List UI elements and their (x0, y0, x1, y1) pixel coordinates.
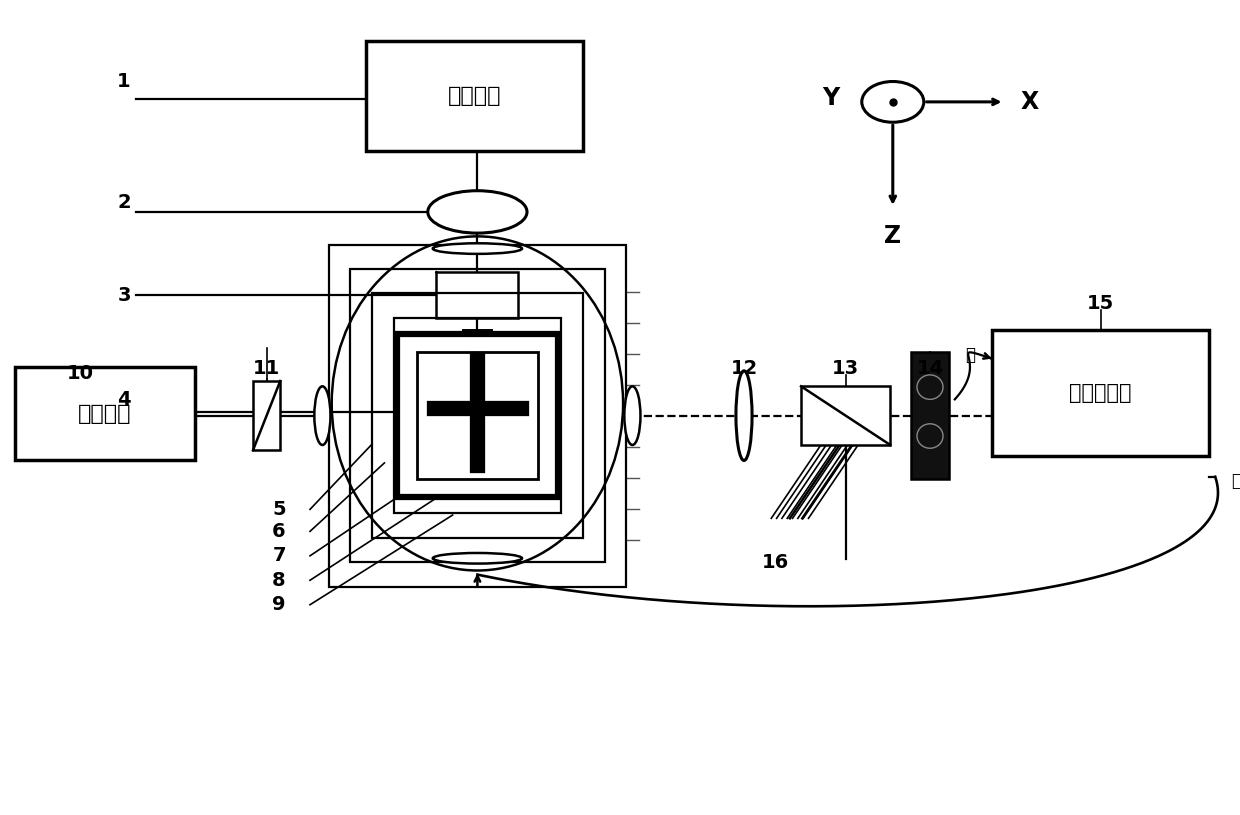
Text: 4: 4 (118, 390, 130, 409)
Text: 7: 7 (273, 546, 285, 566)
Bar (351, 269, 605, 562)
Bar (911, 352, 949, 478)
Text: 16: 16 (761, 553, 789, 572)
Text: 锁相放大器: 锁相放大器 (1069, 383, 1132, 403)
Bar (366, 41, 583, 151)
Text: 抽运激光: 抽运激光 (448, 86, 501, 106)
Text: 10: 10 (67, 363, 94, 383)
Bar (415, 342, 539, 489)
Text: 检测激光: 检测激光 (78, 403, 131, 424)
Bar (436, 272, 518, 318)
Text: 9: 9 (273, 595, 285, 615)
Text: Z: Z (884, 224, 901, 249)
Ellipse shape (737, 371, 751, 460)
Bar (253, 381, 280, 450)
Ellipse shape (428, 191, 527, 233)
Text: X: X (1021, 90, 1038, 114)
Ellipse shape (433, 243, 522, 254)
Text: 13: 13 (832, 359, 859, 378)
Bar (329, 244, 626, 587)
Text: 1: 1 (118, 72, 130, 91)
Text: 14: 14 (916, 359, 944, 378)
Ellipse shape (315, 386, 330, 445)
Bar (417, 352, 538, 478)
Text: 3: 3 (118, 285, 130, 305)
Bar (801, 386, 890, 445)
Text: 15: 15 (1087, 293, 1114, 313)
Text: 11: 11 (253, 359, 280, 378)
Text: 2: 2 (118, 192, 130, 212)
Text: 8: 8 (273, 570, 285, 590)
Text: 12: 12 (730, 359, 758, 378)
Text: Y: Y (822, 86, 839, 110)
Ellipse shape (405, 387, 549, 436)
Ellipse shape (433, 553, 522, 564)
Bar (15, 367, 195, 460)
Bar (992, 330, 1209, 456)
Ellipse shape (625, 386, 640, 445)
Text: 出: 出 (1231, 472, 1240, 490)
Text: 5: 5 (273, 500, 285, 519)
Bar (397, 334, 558, 497)
Text: 6: 6 (273, 522, 285, 541)
Bar (394, 318, 560, 513)
Bar (372, 293, 583, 538)
Text: 入: 入 (965, 346, 975, 363)
